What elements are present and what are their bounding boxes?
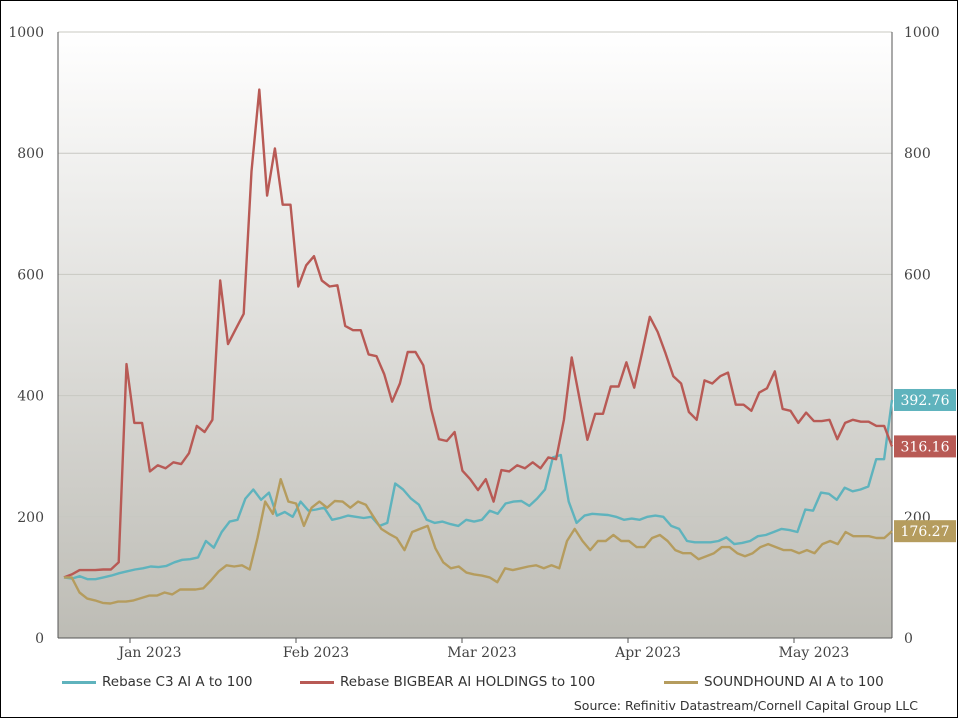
end-label-2: 176.27 xyxy=(901,524,950,540)
series-line-1 xyxy=(63,88,894,579)
y-tick-label-left-1000: 1000 xyxy=(8,25,44,41)
y-tick-label-right-800: 800 xyxy=(904,146,931,162)
y-tick-label-left-400: 400 xyxy=(17,389,44,405)
y-tick-label-left-200: 200 xyxy=(17,510,44,526)
legend-label-bigbear: Rebase BIGBEAR AI HOLDINGS to 100 xyxy=(340,674,596,690)
plot-area xyxy=(58,32,892,638)
legend-item-bigbear[interactable]: Rebase BIGBEAR AI HOLDINGS to 100 xyxy=(300,674,595,690)
x-tick-label-0: Jan 2023 xyxy=(116,645,181,661)
legend-item-c3ai[interactable]: Rebase C3 AI A to 100 xyxy=(62,674,253,690)
y-tick-label-right-1000: 1000 xyxy=(904,25,940,41)
end-label-box-0 xyxy=(894,388,956,411)
series-line-0 xyxy=(63,399,894,581)
y-tick-label-left-0: 0 xyxy=(35,631,44,647)
x-tick-label-3: Apr 2023 xyxy=(614,645,681,661)
legend-swatch-soundhound xyxy=(664,680,698,684)
y-tick-label-left-800: 800 xyxy=(17,146,44,162)
source-note: Source: Refinitiv Datastream/Cornell Cap… xyxy=(573,698,918,713)
legend: Rebase C3 AI A to 100 Rebase BIGBEAR AI … xyxy=(0,674,958,694)
legend-swatch-bigbear xyxy=(300,680,334,684)
series-line-2 xyxy=(64,478,893,605)
end-label-1: 316.16 xyxy=(901,439,950,455)
end-label-box-1 xyxy=(894,435,956,458)
y-tick-label-left-600: 600 xyxy=(17,267,44,283)
legend-label-c3ai: Rebase C3 AI A to 100 xyxy=(102,674,253,690)
x-tick-label-4: May 2023 xyxy=(779,645,850,661)
y-tick-label-right-600: 600 xyxy=(904,267,931,283)
y-tick-label-right-0: 0 xyxy=(904,631,913,647)
end-label-0: 392.76 xyxy=(901,393,950,409)
legend-item-soundhound[interactable]: SOUNDHOUND AI A to 100 xyxy=(664,674,884,690)
legend-swatch-c3ai xyxy=(62,680,96,684)
x-tick-label-1: Feb 2023 xyxy=(283,645,349,661)
legend-label-soundhound: SOUNDHOUND AI A to 100 xyxy=(704,674,884,690)
end-label-box-2 xyxy=(894,520,956,543)
x-tick-label-2: Mar 2023 xyxy=(447,645,516,661)
